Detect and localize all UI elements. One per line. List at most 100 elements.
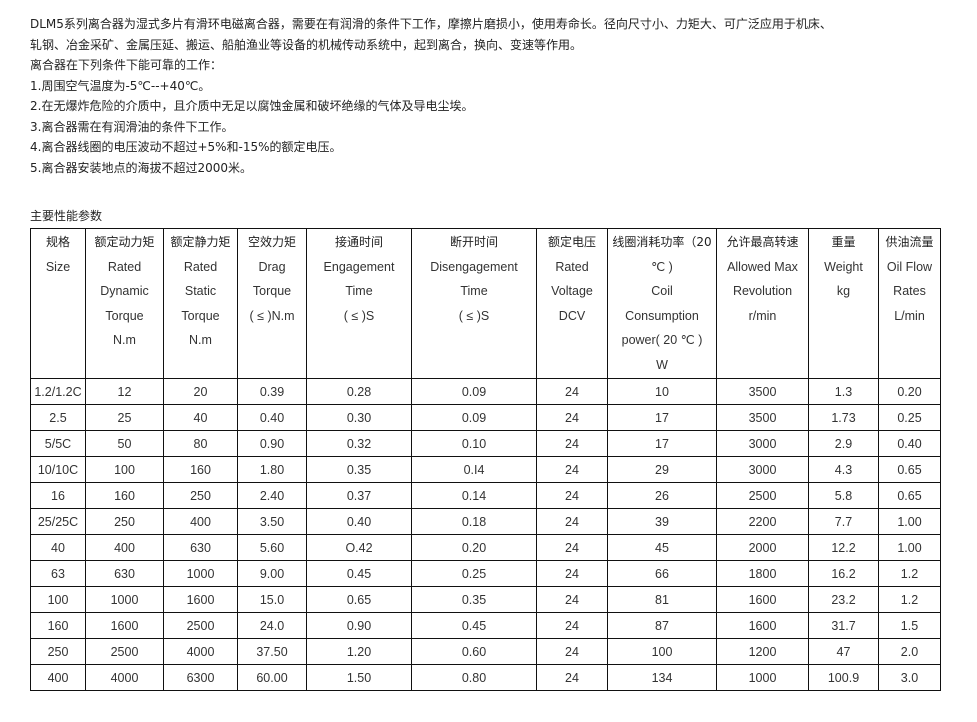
column-header-en: Coil bbox=[651, 284, 673, 299]
table-header-row: 规格 Size 额定动力矩 Rated Dynamic Torque N.m 额定静力矩 Rat… bbox=[30, 228, 941, 379]
table-cell: 1.00 bbox=[878, 534, 941, 561]
table-cell: 1800 bbox=[716, 560, 809, 587]
column-header-zh: 额定动力矩 bbox=[94, 235, 155, 249]
table-cell: 45 bbox=[607, 534, 717, 561]
table-row: 2.5 25 40 0.40 0.30 0.09 24 17 3500 1.73 0.25 bbox=[30, 404, 941, 431]
table-cell: 1.50 bbox=[306, 664, 412, 691]
table-cell: 0.45 bbox=[411, 612, 537, 639]
table-cell: 1600 bbox=[85, 612, 164, 639]
table-cell: 24 bbox=[536, 456, 608, 483]
column-header-zh: 供油流量 bbox=[885, 235, 934, 249]
table-cell: 17 bbox=[607, 430, 717, 457]
table-cell: 1.3 bbox=[808, 378, 879, 405]
table-cell: 1000 bbox=[85, 586, 164, 613]
column-header-en: Torque bbox=[181, 308, 220, 323]
table-cell: 1000 bbox=[163, 560, 238, 587]
table-cell: 24 bbox=[536, 482, 608, 509]
table-cell: 24 bbox=[536, 638, 608, 665]
column-header-en: Voltage bbox=[551, 284, 593, 299]
column-header-en: Allowed Max bbox=[727, 259, 798, 274]
table-cell: 0.I4 bbox=[411, 456, 537, 483]
table-cell: 6300 bbox=[163, 664, 238, 691]
table-cell: 0.09 bbox=[411, 378, 537, 405]
intro-text: DLM5系列离合器为湿式多片有滑环电磁离合器，需要在有润滑的条件下工作，摩擦片磨… bbox=[30, 14, 960, 178]
table-cell: 160 bbox=[163, 456, 238, 483]
column-header: 额定动力矩 Rated Dynamic Torque N.m bbox=[85, 228, 164, 379]
table-cell: 400 bbox=[30, 664, 86, 691]
column-header: 重量 Weight kg bbox=[808, 228, 879, 379]
table-cell: 63 bbox=[30, 560, 86, 587]
table-cell: 400 bbox=[163, 508, 238, 535]
table-cell: 1200 bbox=[716, 638, 809, 665]
table-cell: 50 bbox=[85, 430, 164, 457]
table-cell: 47 bbox=[808, 638, 879, 665]
table-cell: 1.5 bbox=[878, 612, 941, 639]
table-row: 100 1000 1600 15.0 0.65 0.35 24 81 1600 23.2 1.2 bbox=[30, 586, 941, 613]
table-cell: 3500 bbox=[716, 404, 809, 431]
table-cell: 24 bbox=[536, 586, 608, 613]
table-cell: 3.0 bbox=[878, 664, 941, 691]
column-header: 额定电压 Rated Voltage DCV bbox=[536, 228, 608, 379]
column-header-zh: 线圈消耗功率（20 bbox=[612, 235, 712, 249]
table-cell: 0.18 bbox=[411, 508, 537, 535]
table-cell: 24 bbox=[536, 612, 608, 639]
condition-5: 5.离合器安装地点的海拔不超过2000米。 bbox=[30, 160, 252, 175]
table-cell: 16.2 bbox=[808, 560, 879, 587]
column-header: 空效力矩 Drag Torque ( ≤ )N.m bbox=[237, 228, 307, 379]
table-cell: 630 bbox=[163, 534, 238, 561]
table-cell: 1.00 bbox=[878, 508, 941, 535]
condition-4: 4.离合器线圈的电压波动不超过+5%和-15%的额定电压。 bbox=[30, 140, 342, 154]
column-header-zh: 重量 bbox=[831, 235, 856, 249]
column-header-en: Engagement bbox=[323, 259, 395, 274]
table-cell: 16 bbox=[30, 482, 86, 509]
table-cell: 2500 bbox=[85, 638, 164, 665]
column-header: 规格 Size bbox=[30, 228, 86, 379]
table-cell: 1600 bbox=[716, 586, 809, 613]
column-header-zh: 允许最高转速 bbox=[726, 235, 799, 249]
table-cell: 2200 bbox=[716, 508, 809, 535]
table-cell: 26 bbox=[607, 482, 717, 509]
table-cell: 0.39 bbox=[237, 378, 307, 405]
table-cell: 24 bbox=[536, 430, 608, 457]
column-header: 接通时间 Engagement Time ( ≤ )S bbox=[306, 228, 412, 379]
table-cell: 0.65 bbox=[878, 456, 941, 483]
column-header: 断开时间 Disengagement Time ( ≤ )S bbox=[411, 228, 537, 379]
column-header-en: Revolution bbox=[732, 284, 793, 299]
table-cell: 25 bbox=[85, 404, 164, 431]
column-header-en: Drag bbox=[258, 259, 286, 274]
table-cell: 20 bbox=[163, 378, 238, 405]
table-cell: 31.7 bbox=[808, 612, 879, 639]
column-header: 允许最高转速 Allowed Max Revolution r/min bbox=[716, 228, 809, 379]
column-header-en: kg bbox=[836, 284, 851, 299]
table-cell: 100 bbox=[85, 456, 164, 483]
table-cell: 0.37 bbox=[306, 482, 412, 509]
table-cell: 0.80 bbox=[411, 664, 537, 691]
column-header-en: DCV bbox=[558, 308, 586, 323]
table-cell: 1600 bbox=[163, 586, 238, 613]
table-cell: 81 bbox=[607, 586, 717, 613]
table-cell: 2.9 bbox=[808, 430, 879, 457]
table-cell: 25/25C bbox=[30, 508, 86, 535]
table-cell: 0.60 bbox=[411, 638, 537, 665]
table-cell: 4.3 bbox=[808, 456, 879, 483]
table-cell: 10 bbox=[607, 378, 717, 405]
table-cell: 60.00 bbox=[237, 664, 307, 691]
table-cell: 100 bbox=[607, 638, 717, 665]
column-header-en: N.m bbox=[189, 333, 212, 348]
table-cell: 1.2/1.2C bbox=[30, 378, 86, 405]
table-cell: 17 bbox=[607, 404, 717, 431]
table-cell: 10/10C bbox=[30, 456, 86, 483]
performance-table: 规格 Size 额定动力矩 Rated Dynamic Torque N.m 额定静力矩 Rat… bbox=[30, 228, 941, 691]
table-cell: 5.8 bbox=[808, 482, 879, 509]
table-cell: 24 bbox=[536, 508, 608, 535]
table-row: 160 1600 2500 24.0 0.90 0.45 24 87 1600 31.7 1.5 bbox=[30, 612, 941, 639]
intro-line: DLM5系列离合器为湿式多片有滑环电磁离合器，需要在有润滑的条件下工作，摩擦片磨… bbox=[30, 17, 832, 31]
table-row: 250 2500 4000 37.50 1.20 0.60 24 100 1200 47 2.0 bbox=[30, 638, 941, 665]
table-row: 5/5C 50 80 0.90 0.32 0.10 24 17 3000 2.9 0.40 bbox=[30, 430, 941, 457]
column-header-en: Disengagement bbox=[430, 259, 518, 274]
table-cell: 250 bbox=[85, 508, 164, 535]
table-row: 10/10C 100 160 1.80 0.35 0.I4 24 29 3000 4.3 0.65 bbox=[30, 456, 941, 483]
column-header-en: ( ≤ )N.m bbox=[249, 308, 295, 323]
table-cell: 0.30 bbox=[306, 404, 412, 431]
column-header: 线圈消耗功率（20 ℃ ) Coil Consumption power( 20 ℃ )… bbox=[607, 228, 717, 379]
